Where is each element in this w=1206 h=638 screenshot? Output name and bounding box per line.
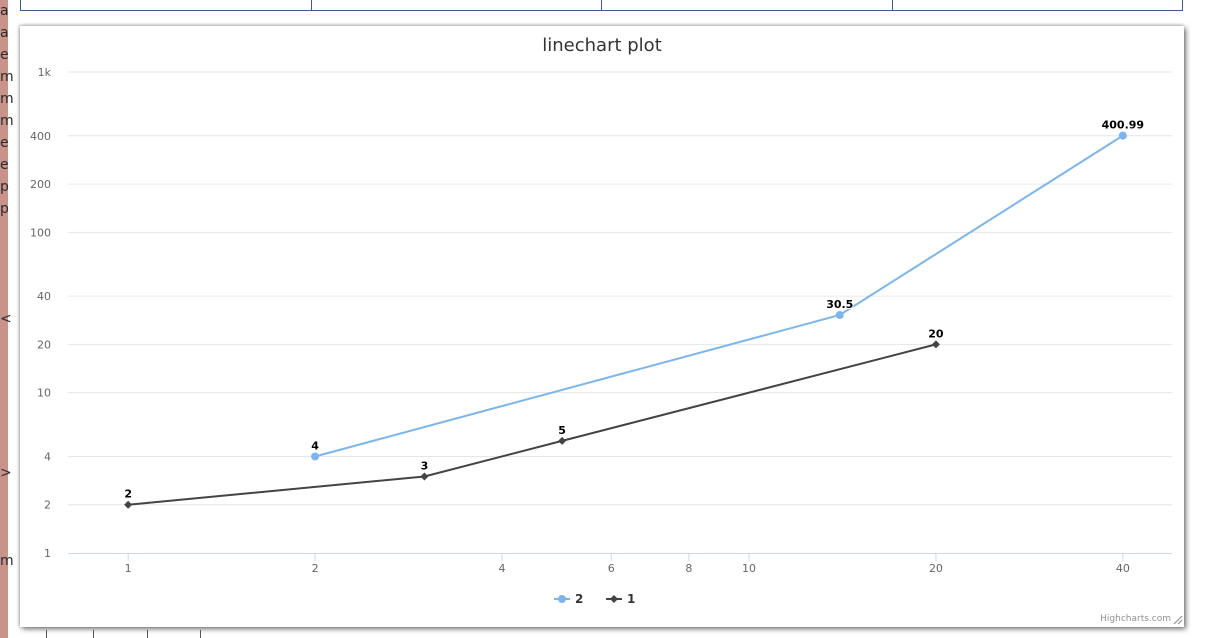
data-point <box>124 500 133 509</box>
x-tick-label: 6 <box>608 562 615 575</box>
data-point <box>1118 131 1127 140</box>
table-cell <box>602 0 893 10</box>
series-line <box>128 343 937 506</box>
data-label: 20 <box>928 327 944 340</box>
data-point <box>558 436 567 445</box>
y-tick-label: 200 <box>30 178 51 191</box>
data-label: 3 <box>421 460 429 473</box>
data-label: 4 <box>311 439 319 452</box>
background-page-text: a a e m m m e e p p < > m <box>0 3 14 569</box>
data-label: 30.5 <box>826 298 853 311</box>
background-tab-divider <box>46 630 47 638</box>
y-tick-label: 100 <box>30 226 51 239</box>
grid-lines <box>68 71 1172 506</box>
legend-label: 1 <box>627 592 635 606</box>
data-label: 5 <box>558 424 566 437</box>
y-tick-label: 4 <box>44 450 51 463</box>
background-page-edge: a a e m m m e e p p < > m <box>0 0 14 638</box>
resize-grip-icon[interactable] <box>1173 615 1183 625</box>
series-layer: 4 30.5 400.99 2 3 5 20 <box>123 118 1145 509</box>
axes: 1 2 4 10 20 40 100 200 400 1k 1 2 4 6 8 10 20 40 <box>30 66 1172 575</box>
y-tick-label: 1k <box>38 66 52 79</box>
y-tick-label: 40 <box>37 290 51 303</box>
chart-container: 1 2 4 10 20 40 100 200 400 1k 1 2 4 6 8 10 20 40 4 30.5 400… <box>20 26 1184 627</box>
table-cell <box>312 0 602 10</box>
series-1: 2 3 5 20 <box>123 326 945 509</box>
series-2: 4 30.5 400.99 <box>310 118 1145 461</box>
x-tick-label: 40 <box>1116 562 1130 575</box>
background-tab-divider <box>93 630 94 638</box>
x-tick-label: 1 <box>125 562 132 575</box>
y-tick-label: 10 <box>37 387 51 400</box>
linechart-svg: 1 2 4 10 20 40 100 200 400 1k 1 2 4 6 8 10 20 40 4 30.5 400… <box>30 35 1183 625</box>
legend-marker <box>558 595 566 603</box>
background-table-row <box>20 0 1183 11</box>
x-tick-label: 2 <box>312 562 319 575</box>
legend-marker <box>610 595 618 603</box>
y-tick-label: 2 <box>44 499 51 512</box>
legend-item-1[interactable]: 1 <box>606 592 635 606</box>
y-tick-label: 400 <box>30 130 51 143</box>
data-point <box>835 311 844 320</box>
data-label: 400.99 <box>1102 119 1144 132</box>
y-tick-label: 20 <box>37 338 51 351</box>
x-tick-label: 10 <box>742 562 756 575</box>
data-point <box>311 452 320 461</box>
data-point <box>420 472 429 481</box>
y-tick-label: 1 <box>44 547 51 560</box>
table-cell <box>893 0 1183 10</box>
chart-title: linechart plot <box>542 35 662 56</box>
x-tick-label: 8 <box>685 562 692 575</box>
data-point <box>931 340 940 349</box>
data-label: 2 <box>124 488 132 501</box>
credits-link[interactable]: Highcharts.com <box>1100 614 1171 624</box>
background-tab-divider <box>147 630 148 638</box>
legend-label: 2 <box>575 592 583 606</box>
x-tick-label: 20 <box>929 562 943 575</box>
table-cell <box>21 0 312 10</box>
background-tab-divider <box>200 630 201 638</box>
legend-item-2[interactable]: 2 <box>554 592 583 606</box>
x-tick-label: 4 <box>498 562 505 575</box>
